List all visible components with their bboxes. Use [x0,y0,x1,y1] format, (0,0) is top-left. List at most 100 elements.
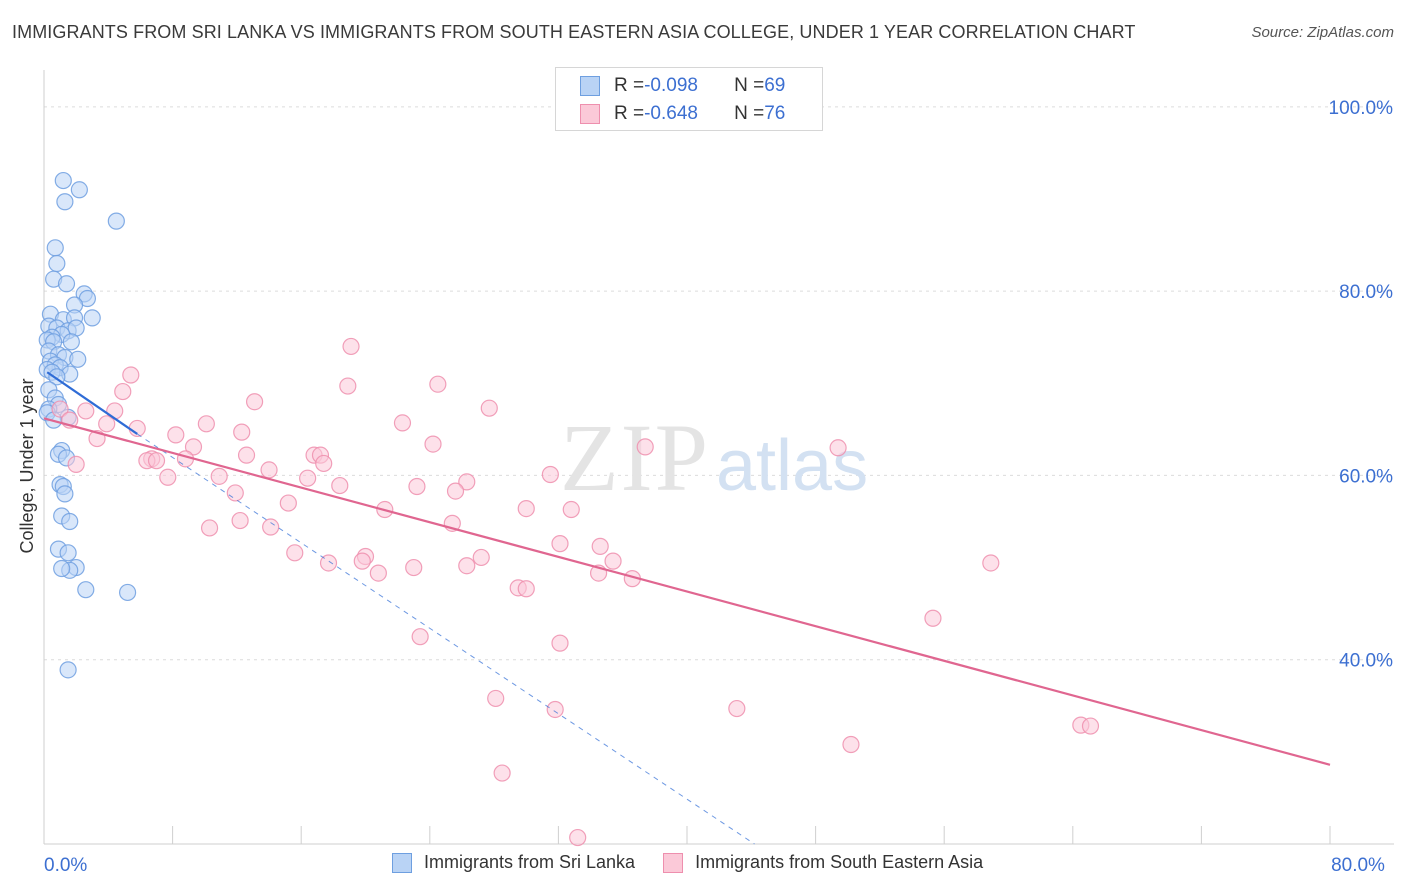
data-points [38,171,1100,847]
point-south-eastern-asia [429,375,447,393]
point-sri-lanka [61,512,79,531]
trendline-sri-lanka-extension [136,433,755,845]
point-south-eastern-asia [408,477,426,496]
point-south-eastern-asia [458,473,476,491]
point-south-eastern-asia [1081,717,1100,735]
point-sri-lanka [59,661,77,679]
point-south-eastern-asia [51,400,69,418]
y-tick-label: 80.0% [1339,282,1393,303]
point-south-eastern-asia [369,564,387,582]
legend-r-label: R = [614,75,645,96]
point-south-eastern-asia [551,634,569,652]
watermark-zip: ZIP [560,404,710,511]
point-south-eastern-asia [231,511,249,530]
point-south-eastern-asia [122,366,140,384]
point-south-eastern-asia [159,468,177,486]
y-tick-label: 60.0% [1339,466,1393,487]
point-south-eastern-asia [636,438,654,456]
legend-row-south-eastern-asia: R = -0.648 N = 76 [580,101,785,127]
y-tick-label: 100.0% [1329,98,1394,119]
legend-n-label: N = [734,103,765,124]
point-sri-lanka [69,350,87,368]
point-south-eastern-asia [458,557,476,575]
point-south-eastern-asia [200,519,219,537]
point-south-eastern-asia [472,548,490,567]
point-south-eastern-asia [167,426,185,444]
point-south-eastern-asia [546,700,564,719]
point-south-eastern-asia [184,438,203,456]
point-south-eastern-asia [98,415,116,433]
point-sri-lanka [70,181,88,199]
point-south-eastern-asia [147,452,166,470]
legend-r-value: -0.098 [644,75,698,96]
point-south-eastern-asia [245,393,264,411]
series-label-sri-lanka: Immigrants from Sri Lanka [424,852,636,872]
point-south-eastern-asia [233,423,251,441]
x-tick-label: 0.0% [44,855,87,876]
x-tick-label: 80.0% [1331,855,1385,876]
legend-r-value: -0.648 [644,103,698,124]
series-legend-sri-lanka: Immigrants from Sri Lanka [392,852,635,873]
point-sri-lanka [56,485,74,503]
point-south-eastern-asia [279,494,297,512]
point-sri-lanka [48,254,66,273]
point-south-eastern-asia [197,415,215,433]
point-south-eastern-asia [591,537,609,555]
point-south-eastern-asia [411,628,429,646]
watermark: ZIP atlas [560,404,868,511]
point-south-eastern-asia [342,337,360,356]
point-south-eastern-asia [262,518,280,536]
point-sri-lanka [46,239,64,257]
source-credit: Source: ZipAtlas.com [1251,24,1394,41]
axes [43,70,1394,845]
point-sri-lanka [53,559,71,578]
point-south-eastern-asia [541,465,559,484]
trendline-sri-lanka [46,371,138,435]
point-south-eastern-asia [728,699,746,718]
series-legend: Immigrants from Sri Lanka Immigrants fro… [392,852,1011,873]
point-south-eastern-asia [480,399,498,417]
point-south-eastern-asia [569,828,587,847]
point-south-eastern-asia [299,469,317,487]
point-south-eastern-asia [67,455,85,473]
point-south-eastern-asia [260,461,278,479]
y-tick-label: 40.0% [1339,651,1393,672]
point-south-eastern-asia [353,552,371,570]
point-south-eastern-asia [924,609,942,627]
point-south-eastern-asia [829,439,847,457]
trendline-south-eastern-asia [43,417,1331,766]
point-sri-lanka [107,212,125,230]
legend-swatch-sri-lanka [580,76,600,96]
point-south-eastern-asia [493,764,511,782]
legend-n-value: 69 [764,75,786,96]
point-sri-lanka [54,171,72,190]
point-sri-lanka [59,544,77,562]
legend-r-label: R = [614,103,645,124]
point-south-eastern-asia [562,500,580,519]
point-south-eastern-asia [604,552,622,570]
point-south-eastern-asia [315,454,333,473]
point-south-eastern-asia [210,467,228,485]
point-south-eastern-asia [424,435,442,453]
trendlines [43,371,1331,845]
y-axis-label: College, Under 1 year [17,378,37,553]
series-label-south-eastern-asia: Immigrants from South Eastern Asia [695,852,984,872]
legend-swatch-south-eastern-asia [580,104,600,124]
chart-title: IMMIGRANTS FROM SRI LANKA VS IMMIGRANTS … [12,22,1136,42]
point-south-eastern-asia [446,482,465,500]
point-sri-lanka [57,275,76,293]
stats-legend: R = -0.098 N = 69 R = -0.648 N = 76 [555,67,823,131]
point-south-eastern-asia [331,476,349,495]
point-south-eastern-asia [286,544,304,562]
point-south-eastern-asia [226,484,244,502]
point-south-eastern-asia [114,382,132,401]
point-sri-lanka [118,583,137,602]
series-swatch-south-eastern-asia [663,852,684,873]
point-south-eastern-asia [551,535,569,553]
point-south-eastern-asia [77,402,95,420]
point-sri-lanka [62,333,80,351]
watermark-atlas: atlas [716,426,868,506]
gridlines [44,106,1394,661]
point-south-eastern-asia [487,689,505,708]
